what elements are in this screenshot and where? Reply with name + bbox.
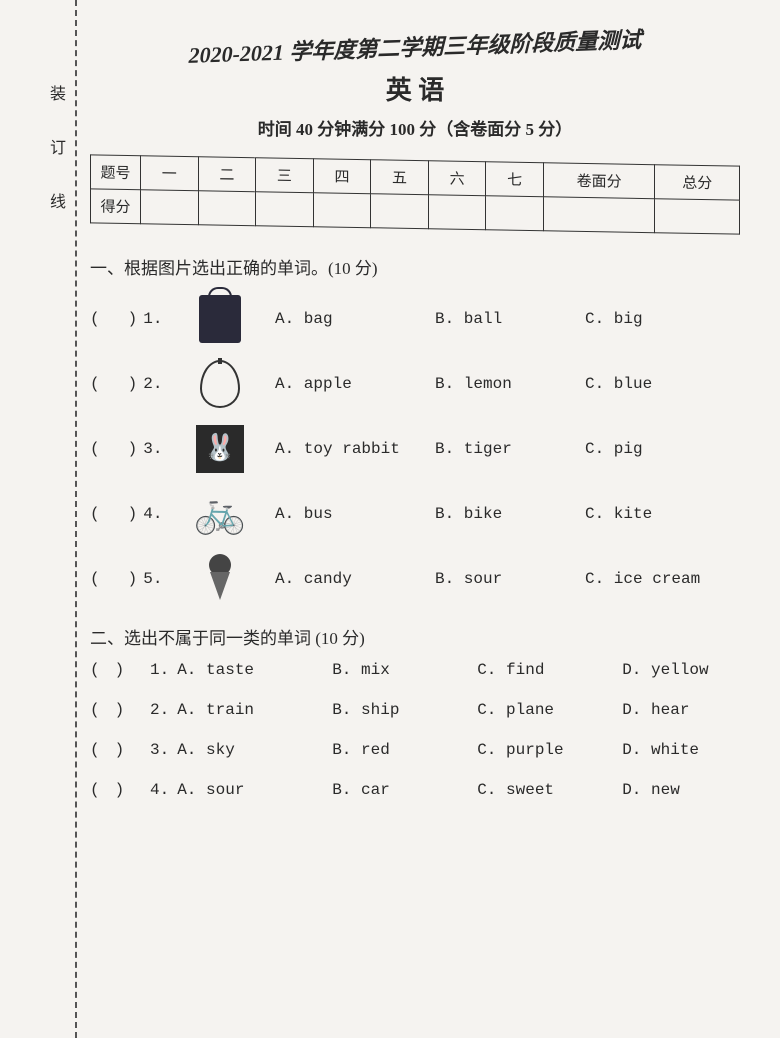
option-a: A. candy: [275, 570, 435, 588]
answer-blank[interactable]: ( ): [90, 661, 150, 679]
col-header: 三: [256, 158, 314, 193]
option-c: C. sweet: [477, 781, 622, 799]
option-b: B. ship: [332, 701, 477, 719]
question-row: ( ) 2. A. apple B. lemon C. blue: [90, 356, 740, 411]
col-header: 总分: [655, 165, 740, 200]
col-header: 四: [313, 159, 371, 194]
exam-subject: 英 语: [90, 70, 740, 107]
row-label: 题号: [91, 155, 141, 190]
option-c: C. kite: [585, 505, 725, 523]
answer-blank[interactable]: ( ) 3.: [90, 440, 190, 458]
score-cell[interactable]: [486, 196, 544, 231]
bag-icon: [190, 291, 250, 346]
score-cell[interactable]: [256, 192, 314, 227]
option-b: B. sour: [435, 570, 585, 588]
option-c: C. pig: [585, 440, 725, 458]
binding-zhuang: 装: [50, 80, 66, 104]
score-cell[interactable]: [428, 195, 486, 230]
binding-ding: 订: [50, 134, 66, 158]
question-row: ( ) 1. A. taste B. mix C. find D. yellow: [90, 661, 740, 679]
section2-questions: ( ) 1. A. taste B. mix C. find D. yellow…: [90, 661, 740, 799]
section1-questions: ( ) 1. A. bag B. ball C. big ( ) 2. A. a…: [90, 291, 740, 606]
q-num: 4.: [143, 505, 162, 523]
lemon-icon: [190, 356, 250, 411]
option-d: D. hear: [622, 701, 732, 719]
option-c: C. purple: [477, 741, 622, 759]
score-cell[interactable]: [141, 190, 199, 225]
q-num: 1.: [143, 310, 162, 328]
answer-blank[interactable]: ( ): [90, 741, 150, 759]
option-b: B. lemon: [435, 375, 585, 393]
binding-line: [75, 0, 77, 1038]
q-num: 2.: [150, 701, 169, 719]
row-label: 得分: [91, 189, 141, 224]
option-b: B. tiger: [435, 440, 585, 458]
answer-blank[interactable]: ( ): [90, 701, 150, 719]
option-d: D. yellow: [622, 661, 732, 679]
option-b: B. red: [332, 741, 477, 759]
option-a: A. bag: [275, 310, 435, 328]
option-c: C. blue: [585, 375, 725, 393]
option-a: A. sour: [177, 781, 332, 799]
q-num: 3.: [143, 440, 162, 458]
answer-blank[interactable]: ( ) 5.: [90, 570, 190, 588]
q-num: 3.: [150, 741, 169, 759]
question-row: ( ) 2. A. train B. ship C. plane D. hear: [90, 701, 740, 719]
option-b: B. car: [332, 781, 477, 799]
answer-blank[interactable]: ( ): [90, 781, 150, 799]
score-table: 题号 一 二 三 四 五 六 七 卷面分 总分 得分: [90, 154, 740, 234]
score-cell[interactable]: [543, 197, 655, 233]
option-b: B. bike: [435, 505, 585, 523]
col-header: 七: [486, 162, 544, 197]
icecream-icon: [190, 551, 250, 606]
question-row: ( ) 3. 🐰 A. toy rabbit B. tiger C. pig: [90, 421, 740, 476]
score-cell[interactable]: [198, 191, 256, 226]
question-row: ( ) 3. A. sky B. red C. purple D. white: [90, 741, 740, 759]
binding-xian: 线: [50, 188, 66, 212]
option-a: A. taste: [177, 661, 332, 679]
option-c: C. ice cream: [585, 570, 725, 588]
option-c: C. plane: [477, 701, 622, 719]
section1-title: 一、根据图片选出正确的单词。(10 分): [90, 254, 740, 279]
question-row: ( ) 1. A. bag B. ball C. big: [90, 291, 740, 346]
q-num: 4.: [150, 781, 169, 799]
rabbit-icon: 🐰: [190, 421, 250, 476]
option-d: D. white: [622, 741, 732, 759]
question-row: ( ) 5. A. candy B. sour C. ice cream: [90, 551, 740, 606]
option-c: C. find: [477, 661, 622, 679]
question-row: ( ) 4. A. sour B. car C. sweet D. new: [90, 781, 740, 799]
col-header: 六: [428, 161, 486, 196]
binding-labels: 装 订 线: [50, 80, 66, 212]
option-a: A. bus: [275, 505, 435, 523]
score-cell[interactable]: [655, 199, 740, 234]
score-cell[interactable]: [313, 193, 371, 228]
col-header: 二: [198, 157, 256, 192]
option-a: A. toy rabbit: [275, 440, 435, 458]
q-num: 2.: [143, 375, 162, 393]
q-num: 1.: [150, 661, 169, 679]
answer-blank[interactable]: ( ) 1.: [90, 310, 190, 328]
option-c: C. big: [585, 310, 725, 328]
option-b: B. mix: [332, 661, 477, 679]
col-header: 卷面分: [543, 163, 655, 199]
option-b: B. ball: [435, 310, 585, 328]
exam-title: 2020-2021 学年度第二学期三年级阶段质量测试: [90, 19, 740, 74]
exam-meta: 时间 40 分钟满分 100 分（含卷面分 5 分）: [90, 115, 740, 140]
section2-title: 二、选出不属于同一类的单词 (10 分): [90, 624, 740, 649]
bike-icon: 🚲: [190, 486, 250, 541]
answer-blank[interactable]: ( ) 2.: [90, 375, 190, 393]
score-cell[interactable]: [371, 194, 429, 229]
option-d: D. new: [622, 781, 732, 799]
answer-blank[interactable]: ( ) 4.: [90, 505, 190, 523]
col-header: 一: [141, 156, 199, 191]
col-header: 五: [371, 160, 429, 195]
exam-header: 2020-2021 学年度第二学期三年级阶段质量测试 英 语 时间 40 分钟满…: [90, 30, 740, 140]
option-a: A. train: [177, 701, 332, 719]
option-a: A. sky: [177, 741, 332, 759]
q-num: 5.: [143, 570, 162, 588]
option-a: A. apple: [275, 375, 435, 393]
question-row: ( ) 4. 🚲 A. bus B. bike C. kite: [90, 486, 740, 541]
